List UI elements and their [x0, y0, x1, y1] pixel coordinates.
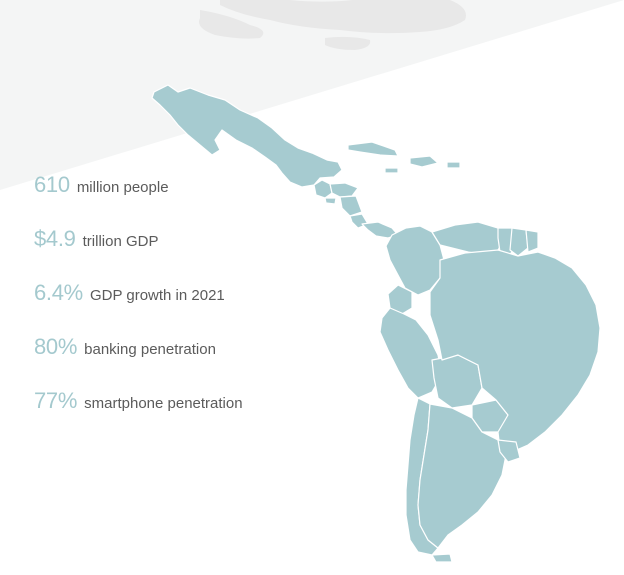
- stat-row: 610 million people: [34, 172, 243, 198]
- stat-label: banking penetration: [84, 341, 216, 358]
- stat-label: GDP growth in 2021: [90, 287, 225, 304]
- stat-number: 610: [34, 172, 70, 198]
- stat-label: trillion GDP: [83, 233, 159, 250]
- stat-row: 80% banking penetration: [34, 334, 243, 360]
- stat-label: million people: [77, 179, 169, 196]
- stat-number: 6.4%: [34, 280, 83, 306]
- stat-row: 77% smartphone penetration: [34, 388, 243, 414]
- stat-row: 6.4% GDP growth in 2021: [34, 280, 243, 306]
- stat-number: $4.9: [34, 226, 76, 252]
- stat-number: 80%: [34, 334, 77, 360]
- stat-label: smartphone penetration: [84, 395, 242, 412]
- background-triangle: [0, 0, 624, 190]
- stat-row: $4.9 trillion GDP: [34, 226, 243, 252]
- stats-list: 610 million people $4.9 trillion GDP 6.4…: [34, 172, 243, 414]
- stat-number: 77%: [34, 388, 77, 414]
